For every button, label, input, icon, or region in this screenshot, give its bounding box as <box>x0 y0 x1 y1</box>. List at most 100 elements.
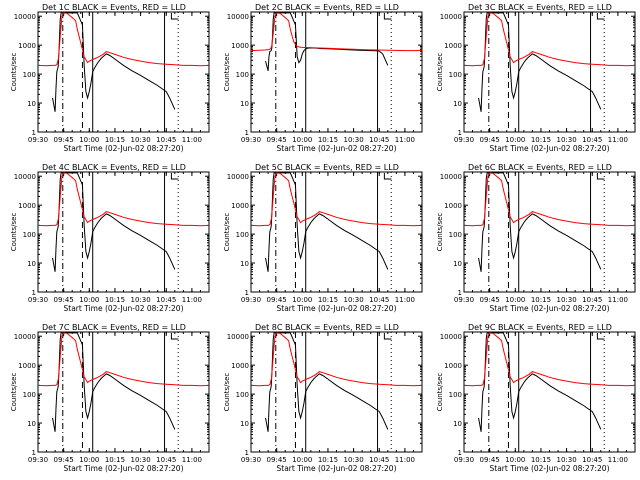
series-group <box>38 332 209 432</box>
series-line-events <box>52 332 176 432</box>
y-tick-label: 1 <box>458 449 462 457</box>
x-tick-label: 09:45 <box>480 296 500 304</box>
y-tick-label: 100 <box>23 231 36 239</box>
series-line-events <box>478 332 602 432</box>
series-line-lld <box>251 12 422 52</box>
corner-bracket <box>596 13 605 20</box>
plot-frame <box>250 171 423 293</box>
panel-title: Det 2C BLACK = Events, RED = LLD <box>255 3 399 12</box>
x-tick-label: 10:00 <box>79 296 99 304</box>
series-line-events <box>478 12 602 112</box>
x-tick-label: 10:15 <box>318 296 338 304</box>
x-tick-label: 10:15 <box>318 456 338 464</box>
corner-bracket <box>170 13 179 20</box>
corner-bracket <box>383 333 392 340</box>
y-tick-label: 1 <box>245 449 249 457</box>
plot-frame <box>37 331 210 453</box>
plot-frame <box>37 11 210 133</box>
x-tick-label: 10:15 <box>105 456 125 464</box>
x-tick-label: 10:30 <box>557 136 577 144</box>
plot-frame <box>463 11 636 133</box>
y-tick-label: 1000 <box>231 202 249 210</box>
x-tick-label: 10:45 <box>156 296 176 304</box>
y-tick-label: 10 <box>240 100 249 108</box>
y-tick-label: 1000 <box>18 202 36 210</box>
corner-bracket <box>383 13 392 20</box>
x-tick-label: 10:00 <box>505 296 525 304</box>
x-tick-label: 10:30 <box>557 456 577 464</box>
panel-det-5: Det 5C BLACK = Events, RED = LLD 1 10 100 10… <box>223 163 423 313</box>
x-tick-label: 09:30 <box>241 456 261 464</box>
y-tick-label: 1000 <box>444 42 462 50</box>
y-tick-label: 1 <box>32 289 36 297</box>
x-tick-label: 10:00 <box>79 136 99 144</box>
y-tick-label: 1 <box>245 129 249 137</box>
x-axis-label: Start Time (02-Jun-02 08:27:20) <box>64 304 184 313</box>
y-tick-label: 10 <box>27 260 36 268</box>
x-tick-label: 09:45 <box>267 136 287 144</box>
x-tick-label: 11:00 <box>182 136 202 144</box>
y-tick-label: 10 <box>240 260 249 268</box>
x-tick-label: 10:30 <box>131 296 151 304</box>
x-tick-label: 10:30 <box>131 456 151 464</box>
y-tick-label: 10 <box>453 420 462 428</box>
y-tick-label: 10 <box>27 420 36 428</box>
y-tick-label: 10 <box>453 100 462 108</box>
y-axis-label: Counts/sec <box>10 213 18 252</box>
panel-det-7: Det 7C BLACK = Events, RED = LLD 1 10 100 10… <box>10 323 210 473</box>
x-axis-label: Start Time (02-Jun-02 08:27:20) <box>277 464 397 473</box>
x-tick-label: 10:45 <box>369 296 389 304</box>
x-tick-label: 09:45 <box>54 296 74 304</box>
y-tick-label: 10000 <box>14 173 36 181</box>
series-group <box>251 12 422 71</box>
x-tick-label: 09:45 <box>267 456 287 464</box>
x-tick-label: 10:00 <box>292 136 312 144</box>
x-tick-label: 09:30 <box>454 296 474 304</box>
series-line-lld <box>464 12 635 67</box>
y-tick-label: 100 <box>449 71 462 79</box>
series-line-lld <box>464 332 635 387</box>
x-axis-label: Start Time (02-Jun-02 08:27:20) <box>64 144 184 153</box>
panel-det-6: Det 6C BLACK = Events, RED = LLD 1 10 100 10… <box>436 163 636 313</box>
y-tick-label: 10 <box>27 100 36 108</box>
x-axis-label: Start Time (02-Jun-02 08:27:20) <box>490 144 610 153</box>
panel-det-9: Det 9C BLACK = Events, RED = LLD 1 10 100 10… <box>436 323 636 473</box>
x-tick-label: 10:00 <box>505 136 525 144</box>
x-tick-label: 10:45 <box>582 456 602 464</box>
x-tick-label: 11:00 <box>182 296 202 304</box>
y-axis-label: Counts/sec <box>223 213 231 252</box>
series-line-lld <box>38 332 209 387</box>
y-tick-label: 1000 <box>444 362 462 370</box>
corner-bracket <box>383 173 392 180</box>
panel-det-8: Det 8C BLACK = Events, RED = LLD 1 10 100 10… <box>223 323 423 473</box>
y-tick-label: 1000 <box>444 202 462 210</box>
y-tick-label: 1000 <box>18 42 36 50</box>
x-tick-label: 10:30 <box>557 296 577 304</box>
x-tick-label: 11:00 <box>395 296 415 304</box>
panel-det-2: Det 2C BLACK = Events, RED = LLD 1 10 100 10… <box>223 3 423 153</box>
y-tick-label: 100 <box>236 231 249 239</box>
series-line-events <box>52 12 176 112</box>
series-line-lld <box>251 332 422 387</box>
x-tick-label: 11:00 <box>608 296 628 304</box>
x-tick-label: 10:30 <box>344 456 364 464</box>
corner-bracket <box>596 333 605 340</box>
y-tick-label: 100 <box>23 391 36 399</box>
x-axis-label: Start Time (02-Jun-02 08:27:20) <box>277 144 397 153</box>
x-tick-label: 09:30 <box>454 136 474 144</box>
corner-bracket <box>170 333 179 340</box>
x-tick-label: 09:30 <box>28 136 48 144</box>
x-tick-label: 10:45 <box>582 296 602 304</box>
y-tick-label: 10000 <box>227 173 249 181</box>
series-line-lld <box>38 12 209 67</box>
y-tick-label: 1 <box>32 449 36 457</box>
x-tick-label: 09:30 <box>241 136 261 144</box>
x-tick-label: 10:00 <box>505 456 525 464</box>
y-axis-label: Counts/sec <box>436 53 444 92</box>
series-group <box>38 12 209 112</box>
x-tick-label: 10:15 <box>531 456 551 464</box>
panel-title: Det 8C BLACK = Events, RED = LLD <box>255 323 399 332</box>
x-tick-label: 10:30 <box>131 136 151 144</box>
series-group <box>464 332 635 432</box>
y-tick-label: 1 <box>458 289 462 297</box>
